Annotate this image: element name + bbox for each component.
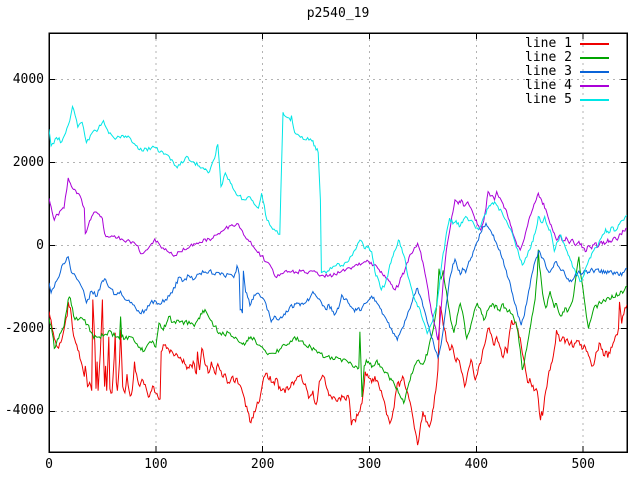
legend-line-sample: [580, 43, 609, 45]
x-tick-label: 400: [464, 457, 489, 472]
series-line-2: [49, 249, 627, 405]
y-tick-label: 2000: [12, 154, 44, 170]
series-line-4: [49, 177, 627, 341]
series-line-3: [49, 221, 627, 360]
chart-title: p2540_19: [306, 6, 370, 21]
legend-line-sample: [580, 99, 609, 101]
legend-line-sample: [580, 85, 609, 87]
legend-label: line 1: [525, 36, 572, 51]
legend-item: line 2: [525, 51, 609, 65]
plot-border: [48, 32, 628, 453]
legend: line 1 line 2 line 3 line 4 line 5: [525, 37, 609, 107]
x-tick-label: 500: [571, 457, 595, 472]
legend-item: line 1: [525, 37, 609, 51]
y-tick-label: -2000: [4, 320, 44, 336]
legend-label: line 4: [525, 78, 572, 93]
series-line-1: [49, 299, 627, 446]
legend-item: line 3: [525, 65, 609, 79]
legend-item: line 4: [525, 79, 609, 93]
legend-label: line 2: [525, 50, 572, 65]
y-tick-label: -4000: [4, 403, 44, 419]
legend-item: line 5: [525, 93, 609, 107]
legend-line-sample: [580, 57, 609, 59]
y-tick-label: 4000: [12, 71, 44, 87]
series-line-5: [49, 104, 627, 336]
x-tick-label: 300: [357, 457, 382, 472]
legend-label: line 3: [525, 64, 572, 79]
x-tick-label: 200: [250, 457, 275, 472]
y-tick-label: 0: [36, 237, 44, 253]
legend-line-sample: [580, 71, 609, 73]
x-tick-label: 0: [45, 457, 53, 472]
legend-label: line 5: [525, 92, 572, 107]
x-tick-label: 100: [144, 457, 168, 472]
